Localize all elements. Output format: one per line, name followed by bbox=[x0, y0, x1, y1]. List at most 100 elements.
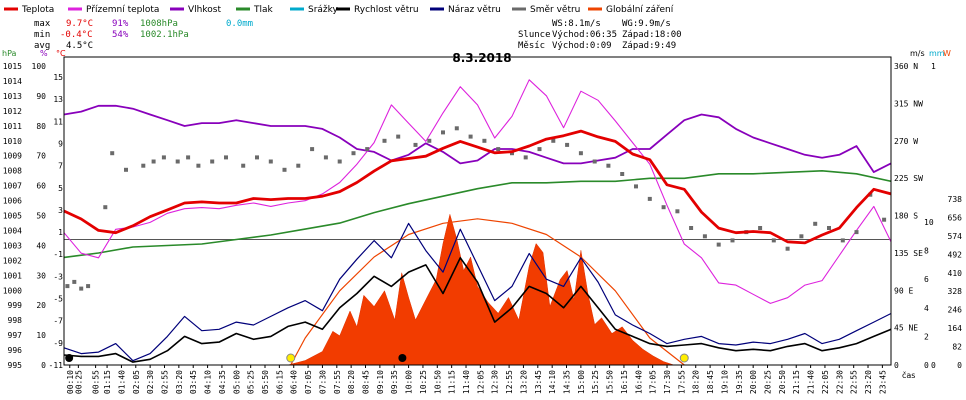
x-tick-label: 11:15 bbox=[448, 370, 457, 394]
x-tick-label: 12:05 bbox=[476, 370, 485, 394]
wind-dir-point bbox=[161, 155, 166, 160]
pct-tick-8: 20 bbox=[36, 301, 46, 310]
wind-dir-point bbox=[551, 138, 556, 143]
x-tick-label: 08:45 bbox=[362, 370, 371, 394]
wind-dir-point bbox=[799, 234, 804, 239]
w-tick-6: 246 bbox=[948, 306, 963, 315]
temp-tick-9: -3 bbox=[53, 272, 63, 281]
sunset-marker bbox=[679, 353, 689, 363]
temp-tick-6: 3 bbox=[58, 206, 63, 215]
wind-dir-point bbox=[65, 284, 70, 289]
w-tick-9: 0 bbox=[957, 361, 962, 370]
x-tick-label: 01:15 bbox=[103, 370, 112, 394]
legend-label-8: Globální záření bbox=[606, 5, 674, 15]
hpa-tick-7: 1008 bbox=[3, 167, 22, 176]
x-ticks: 00:10 00:25 00:55 01:15 01:40 02:05 02:30 02:55… bbox=[66, 365, 887, 394]
stats-sun-label: Slunce bbox=[518, 30, 551, 40]
wind-dir-point bbox=[365, 147, 370, 152]
w-tick-0: 738 bbox=[948, 195, 963, 204]
x-tick-label: 07:05 bbox=[304, 370, 313, 394]
temp-tick-13: -11 bbox=[49, 361, 64, 370]
x-tick-label: 18:45 bbox=[706, 370, 715, 394]
wind-dir-point bbox=[730, 238, 735, 243]
x-tick-label: 10:00 bbox=[405, 370, 414, 394]
hpa-tick-3: 1012 bbox=[3, 107, 22, 116]
x-tick-label: 12:30 bbox=[491, 370, 500, 394]
radiation-area bbox=[287, 214, 674, 366]
wind-dir-point bbox=[647, 196, 652, 201]
humidity-line bbox=[63, 104, 892, 173]
legend-label-0: Teplota bbox=[21, 5, 54, 15]
wind-dir-point bbox=[468, 134, 473, 139]
x-tick-label: 13:20 bbox=[519, 370, 528, 394]
wind-dir-point bbox=[634, 184, 638, 189]
wind-dir-point bbox=[124, 167, 128, 172]
temp-tick-5: 5 bbox=[58, 184, 63, 193]
x-tick-label: 10:50 bbox=[433, 370, 442, 394]
stats-moon-label: Měsíc bbox=[518, 41, 545, 51]
x-tick-label: 17:30 bbox=[663, 370, 672, 394]
w-tick-1: 656 bbox=[948, 213, 963, 222]
stats-min-temp: -0.4°C bbox=[60, 30, 93, 40]
x-tick-label: 04:35 bbox=[218, 370, 227, 394]
wind-dir-point bbox=[813, 221, 818, 226]
x-tick-label: 11:40 bbox=[462, 370, 471, 394]
series-temperature bbox=[63, 129, 892, 245]
wind-speed-line bbox=[63, 257, 892, 363]
hpa-tick-9: 1006 bbox=[3, 197, 22, 206]
hpa-tick-11: 1004 bbox=[3, 227, 22, 236]
stats-avg-temp: 4.5°C bbox=[66, 41, 93, 51]
x-tick-label: 05:50 bbox=[261, 370, 270, 394]
legend-label-1: Přízemní teplota bbox=[86, 5, 159, 15]
stats-sun-rise: Východ:06:35 bbox=[552, 30, 617, 40]
series-radiation bbox=[287, 214, 674, 366]
dir-tick-6: 90 E bbox=[894, 286, 913, 295]
hpa-tick-20: 995 bbox=[8, 361, 23, 370]
wind-dir-point bbox=[175, 159, 180, 164]
wind-dir-point bbox=[454, 126, 459, 131]
x-tick-label: 22:30 bbox=[835, 370, 844, 394]
legend-label-7: Směr větru bbox=[530, 5, 580, 15]
wind-dir-point bbox=[241, 163, 246, 168]
mm-tick-1: 0 bbox=[931, 361, 936, 370]
temp-tick-11: -7 bbox=[53, 317, 63, 326]
w-unit: W bbox=[943, 49, 951, 58]
x-tick-label: 00:10 bbox=[66, 370, 75, 394]
x-tick-label: 04:10 bbox=[204, 370, 213, 394]
x-tick-label: 00:55 bbox=[92, 370, 101, 394]
wind-dir-point bbox=[151, 159, 156, 164]
x-tick-label: 07:55 bbox=[333, 370, 342, 394]
x-tick-label: 03:20 bbox=[175, 370, 184, 394]
wind-dir-point bbox=[578, 151, 583, 156]
x-tick-label: 20:25 bbox=[764, 370, 773, 394]
markers bbox=[65, 353, 689, 363]
hpa-tick-15: 1000 bbox=[3, 286, 22, 295]
wind-dir-point bbox=[224, 155, 228, 160]
hpa-tick-8: 1007 bbox=[3, 182, 22, 191]
x-tick-label: 12:55 bbox=[505, 370, 514, 394]
w-tick-8: 82 bbox=[952, 343, 962, 352]
ms-tick-1: 8 bbox=[924, 247, 929, 256]
pct-tick-2: 80 bbox=[36, 122, 46, 131]
wind-dir-point bbox=[523, 155, 528, 160]
hpa-tick-4: 1011 bbox=[3, 122, 22, 131]
ms-unit: m/s bbox=[910, 49, 925, 58]
stats-ws: WS:8.1m/s bbox=[552, 19, 601, 29]
dir-tick-0: 360 N bbox=[894, 62, 918, 71]
pct-tick-4: 60 bbox=[36, 182, 46, 191]
dir-tick-2: 270 W bbox=[894, 137, 918, 146]
pct-tick-0: 100 bbox=[32, 62, 47, 71]
wind-dir-point bbox=[210, 159, 215, 164]
x-tick-label: 00:25 bbox=[74, 370, 83, 394]
temp-tick-8: -1 bbox=[53, 250, 63, 259]
wind-dir-point bbox=[79, 286, 84, 291]
dir-tick-1: 315 NW bbox=[894, 99, 923, 108]
x-tick-label: 13:45 bbox=[534, 370, 543, 394]
series-wind-gust bbox=[63, 222, 892, 362]
wind-dir-point bbox=[72, 279, 77, 284]
pct-tick-1: 90 bbox=[36, 92, 46, 101]
wind-dir-point bbox=[565, 142, 570, 147]
x-tick-label: 08:20 bbox=[347, 370, 356, 394]
wind-dir-point bbox=[382, 138, 387, 143]
x-tick-label: 22:05 bbox=[821, 370, 830, 394]
